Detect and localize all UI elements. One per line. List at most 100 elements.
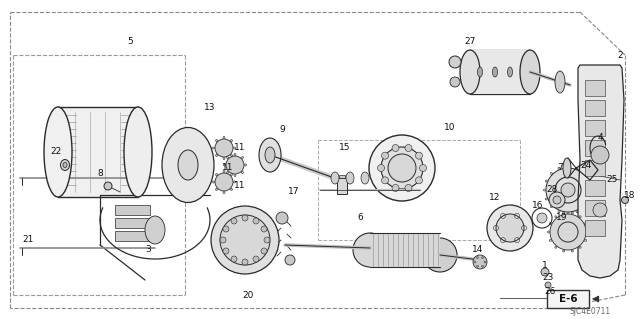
Ellipse shape — [545, 282, 551, 288]
Ellipse shape — [234, 181, 236, 183]
Ellipse shape — [346, 172, 354, 184]
Ellipse shape — [589, 198, 591, 200]
Bar — [58, 107, 138, 197]
Ellipse shape — [584, 172, 586, 174]
Text: 6: 6 — [357, 213, 363, 222]
Text: 5: 5 — [127, 38, 133, 47]
Ellipse shape — [381, 147, 423, 189]
Text: 24: 24 — [580, 160, 591, 169]
Ellipse shape — [253, 256, 259, 262]
Text: 11: 11 — [234, 144, 246, 152]
Ellipse shape — [547, 231, 550, 233]
Ellipse shape — [353, 233, 387, 267]
Ellipse shape — [423, 238, 457, 272]
Text: 7: 7 — [557, 164, 563, 173]
Ellipse shape — [576, 167, 578, 169]
Ellipse shape — [63, 162, 67, 167]
Ellipse shape — [543, 189, 545, 191]
Ellipse shape — [392, 184, 399, 191]
Ellipse shape — [555, 246, 557, 248]
Ellipse shape — [405, 184, 412, 191]
Ellipse shape — [230, 140, 232, 142]
Ellipse shape — [537, 213, 547, 223]
Ellipse shape — [392, 145, 399, 152]
Ellipse shape — [541, 268, 549, 276]
Ellipse shape — [231, 218, 237, 224]
Ellipse shape — [220, 237, 226, 243]
Bar — [585, 220, 605, 236]
Text: 27: 27 — [464, 38, 476, 47]
Ellipse shape — [223, 191, 225, 194]
Ellipse shape — [450, 77, 460, 87]
Text: 28: 28 — [547, 186, 557, 195]
Ellipse shape — [584, 240, 587, 241]
Ellipse shape — [227, 171, 228, 174]
Ellipse shape — [162, 128, 214, 203]
Ellipse shape — [331, 172, 339, 184]
Ellipse shape — [261, 226, 267, 232]
Ellipse shape — [223, 164, 225, 166]
Ellipse shape — [241, 157, 243, 159]
Ellipse shape — [223, 170, 225, 173]
Ellipse shape — [546, 168, 590, 212]
Ellipse shape — [231, 256, 237, 262]
Text: 11: 11 — [222, 164, 234, 173]
Ellipse shape — [145, 216, 165, 244]
Ellipse shape — [223, 158, 225, 160]
Ellipse shape — [242, 215, 248, 221]
Text: 23: 23 — [542, 273, 554, 283]
Ellipse shape — [572, 250, 573, 252]
Ellipse shape — [212, 181, 214, 183]
Ellipse shape — [211, 206, 279, 274]
Ellipse shape — [508, 67, 513, 77]
Bar — [337, 178, 347, 194]
Ellipse shape — [253, 218, 259, 224]
Text: SJC4E0711: SJC4E0711 — [570, 308, 611, 316]
Ellipse shape — [549, 223, 552, 225]
Text: 1: 1 — [542, 261, 548, 270]
Bar — [585, 180, 605, 196]
Text: 10: 10 — [444, 123, 456, 132]
Ellipse shape — [216, 174, 218, 175]
Ellipse shape — [216, 140, 218, 142]
Ellipse shape — [226, 156, 244, 174]
Text: 14: 14 — [472, 246, 484, 255]
Ellipse shape — [361, 172, 369, 184]
Text: 20: 20 — [243, 291, 253, 300]
Ellipse shape — [563, 250, 564, 252]
Text: 4: 4 — [597, 133, 603, 143]
Bar — [585, 160, 605, 176]
Text: 2: 2 — [617, 51, 623, 61]
Bar — [585, 140, 605, 156]
Ellipse shape — [369, 135, 435, 201]
Ellipse shape — [216, 154, 218, 156]
Bar — [585, 80, 605, 96]
Ellipse shape — [419, 165, 426, 172]
Text: 21: 21 — [22, 235, 34, 244]
Text: 12: 12 — [490, 194, 500, 203]
Ellipse shape — [215, 173, 233, 191]
Ellipse shape — [550, 214, 586, 250]
Ellipse shape — [261, 248, 267, 254]
Ellipse shape — [550, 172, 552, 174]
Ellipse shape — [230, 189, 232, 190]
Ellipse shape — [549, 240, 552, 241]
Ellipse shape — [215, 139, 233, 157]
Text: 18: 18 — [624, 190, 636, 199]
Ellipse shape — [586, 231, 589, 233]
Text: 13: 13 — [204, 103, 216, 113]
Bar — [370, 233, 440, 267]
Ellipse shape — [584, 223, 587, 225]
Ellipse shape — [216, 189, 218, 190]
Ellipse shape — [234, 147, 236, 149]
Text: 8: 8 — [97, 169, 103, 179]
Ellipse shape — [212, 147, 214, 149]
Ellipse shape — [449, 56, 461, 68]
Ellipse shape — [576, 211, 578, 213]
Bar — [547, 290, 589, 308]
Text: 3: 3 — [145, 246, 151, 255]
Ellipse shape — [563, 158, 571, 178]
Ellipse shape — [223, 226, 229, 232]
Bar — [115, 231, 150, 241]
Ellipse shape — [572, 212, 573, 214]
